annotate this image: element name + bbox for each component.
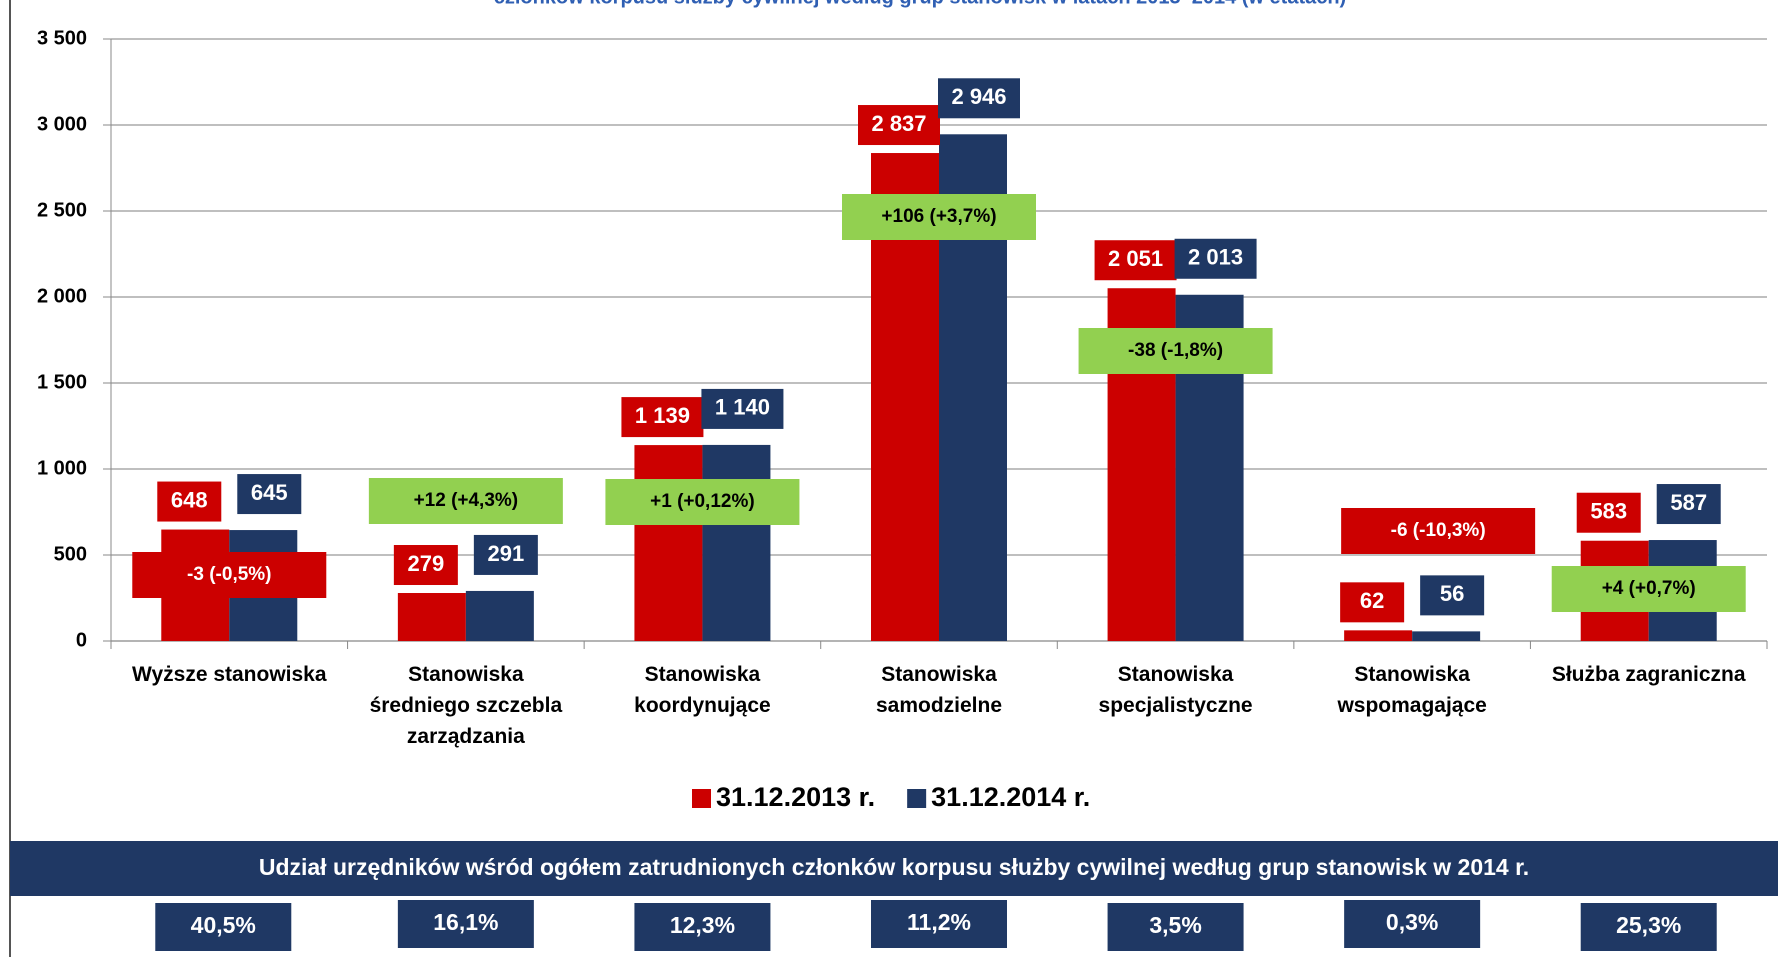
change-label: -38 (-1,8%) bbox=[1128, 340, 1223, 361]
value-label: 56 bbox=[1440, 581, 1464, 606]
change-box bbox=[1551, 566, 1746, 612]
value-label: 1 139 bbox=[635, 403, 690, 428]
value-label-box bbox=[1656, 484, 1721, 525]
y-tick-label: 1 000 bbox=[37, 457, 87, 479]
value-label-box bbox=[393, 545, 458, 586]
bar bbox=[634, 445, 703, 641]
x-tick-line: Stanowiska bbox=[408, 663, 524, 686]
value-label-box bbox=[157, 481, 222, 522]
value-label: 62 bbox=[1360, 588, 1384, 613]
share-label: 25,3% bbox=[1616, 912, 1681, 938]
value-label: 648 bbox=[171, 487, 208, 512]
value-label-box bbox=[1576, 492, 1641, 533]
x-tick-line: Służba zagraniczna bbox=[1552, 663, 1746, 686]
change-label: +4 (+0,7%) bbox=[1602, 578, 1696, 599]
value-label-box bbox=[237, 474, 302, 515]
x-tick-line: Stanowiska bbox=[1354, 663, 1470, 686]
x-tick-line: samodzielne bbox=[876, 694, 1002, 717]
share-label: 12,3% bbox=[670, 912, 735, 938]
share-box bbox=[871, 900, 1007, 948]
x-tick-label: Stanowiska samodzielne bbox=[876, 663, 1002, 717]
legend-label: 31.12.2014 r. bbox=[931, 782, 1090, 812]
y-tick-label: 3 500 bbox=[37, 27, 87, 49]
value-label: 279 bbox=[407, 551, 444, 576]
x-tick-line: Stanowiska bbox=[1118, 663, 1234, 686]
y-tick-label: 2 500 bbox=[37, 199, 87, 221]
value-label: 2 837 bbox=[871, 111, 926, 136]
x-tick-label: Stanowiska specjalistyczne bbox=[1099, 663, 1253, 717]
value-label-box bbox=[621, 397, 704, 438]
share-panel-title: Udział urzędników wśród ogółem zatrudnio… bbox=[259, 854, 1529, 880]
share-box bbox=[1107, 903, 1244, 951]
y-tick-label: 500 bbox=[54, 543, 87, 565]
share-box bbox=[634, 903, 771, 951]
change-box bbox=[842, 194, 1036, 240]
x-tick-label: Służba zagraniczna bbox=[1552, 663, 1746, 686]
bar bbox=[1412, 631, 1481, 641]
chart-title: członków korpusu służby cywilnej według … bbox=[494, 0, 1346, 8]
y-tick-label: 0 bbox=[76, 629, 87, 651]
share-box bbox=[1580, 903, 1717, 951]
bar bbox=[702, 444, 771, 641]
value-label: 2 013 bbox=[1188, 245, 1243, 270]
change-label: +106 (+3,7%) bbox=[881, 206, 996, 227]
change-box bbox=[132, 552, 327, 598]
value-label-box bbox=[1094, 240, 1177, 281]
x-tick-label: Stanowiska koordynujące bbox=[634, 663, 771, 717]
value-label: 587 bbox=[1670, 490, 1707, 515]
legend-swatch bbox=[907, 789, 927, 808]
y-tick-label: 1 500 bbox=[37, 371, 87, 393]
value-label: 1 140 bbox=[715, 395, 770, 420]
x-tick-line: specjalistyczne bbox=[1099, 694, 1253, 717]
share-box bbox=[1344, 900, 1481, 948]
value-label-box bbox=[1420, 575, 1485, 616]
share-box bbox=[397, 900, 534, 948]
bar bbox=[465, 590, 534, 641]
value-label: 645 bbox=[251, 480, 288, 505]
value-label-box bbox=[1174, 238, 1257, 279]
bar bbox=[397, 593, 466, 641]
x-tick-line: koordynujące bbox=[634, 694, 771, 717]
y-tick-label: 3 000 bbox=[37, 113, 87, 135]
value-label: 583 bbox=[1590, 499, 1627, 524]
x-tick-line: wspomagające bbox=[1336, 694, 1486, 717]
legend-label: 31.12.2013 r. bbox=[716, 782, 875, 812]
y-tick-label: 2 000 bbox=[37, 285, 87, 307]
value-label: 2 946 bbox=[951, 84, 1006, 109]
change-label: +1 (+0,12%) bbox=[650, 491, 755, 512]
x-tick-line: średniego szczebla bbox=[370, 694, 563, 717]
share-label: 16,1% bbox=[433, 909, 498, 935]
change-label: -3 (-0,5%) bbox=[187, 564, 271, 585]
x-tick-label: Stanowiska wspomagające bbox=[1336, 663, 1486, 717]
value-label: 291 bbox=[487, 541, 524, 566]
value-label-box bbox=[938, 78, 1020, 119]
x-tick-label: Stanowiska średniego szczebla zarządzania bbox=[370, 663, 563, 748]
change-box bbox=[1078, 328, 1273, 374]
bar bbox=[1344, 630, 1413, 641]
change-box bbox=[1341, 508, 1536, 554]
share-label: 0,3% bbox=[1386, 909, 1438, 935]
share-label: 3,5% bbox=[1149, 912, 1201, 938]
x-tick-line: Stanowiska bbox=[881, 663, 997, 686]
x-tick-line: Stanowiska bbox=[645, 663, 761, 686]
change-label: +12 (+4,3%) bbox=[414, 490, 519, 511]
share-label: 11,2% bbox=[907, 909, 971, 935]
x-tick-label: Wyższe stanowiska bbox=[132, 663, 327, 686]
share-panel-header bbox=[10, 841, 1778, 896]
x-tick-line: zarządzania bbox=[407, 725, 525, 748]
value-label: 2 051 bbox=[1108, 246, 1163, 271]
legend-swatch bbox=[692, 789, 711, 808]
value-label-box bbox=[473, 534, 538, 575]
change-label: -6 (-10,3%) bbox=[1391, 520, 1486, 541]
change-box bbox=[368, 478, 563, 524]
share-label: 40,5% bbox=[191, 912, 256, 938]
share-box bbox=[155, 903, 292, 951]
x-tick-line: Wyższe stanowiska bbox=[132, 663, 327, 686]
value-label-box bbox=[701, 388, 784, 429]
value-label-box bbox=[1340, 582, 1405, 623]
change-box bbox=[605, 479, 800, 525]
value-label-box bbox=[858, 105, 940, 146]
